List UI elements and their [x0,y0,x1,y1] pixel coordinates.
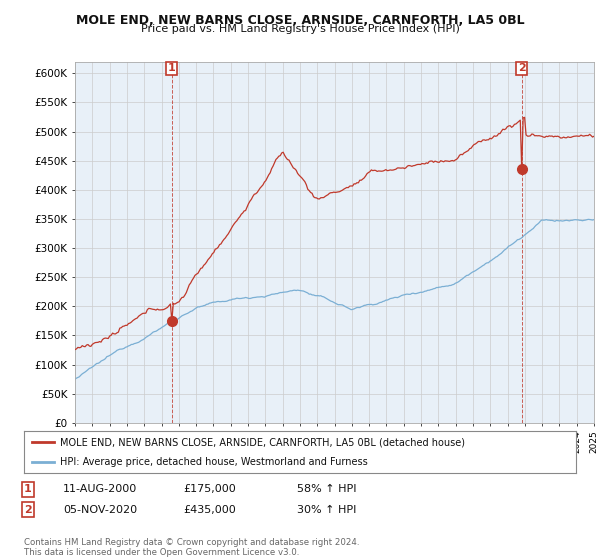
Text: MOLE END, NEW BARNS CLOSE, ARNSIDE, CARNFORTH, LA5 0BL: MOLE END, NEW BARNS CLOSE, ARNSIDE, CARN… [76,14,524,27]
Text: 1: 1 [24,484,32,494]
Text: 1: 1 [168,63,176,73]
Text: 05-NOV-2020: 05-NOV-2020 [63,505,137,515]
Text: MOLE END, NEW BARNS CLOSE, ARNSIDE, CARNFORTH, LA5 0BL (detached house): MOLE END, NEW BARNS CLOSE, ARNSIDE, CARN… [60,437,465,447]
Text: 11-AUG-2000: 11-AUG-2000 [63,484,137,494]
Text: 58% ↑ HPI: 58% ↑ HPI [297,484,356,494]
Text: Contains HM Land Registry data © Crown copyright and database right 2024.
This d: Contains HM Land Registry data © Crown c… [24,538,359,557]
Text: HPI: Average price, detached house, Westmorland and Furness: HPI: Average price, detached house, West… [60,458,368,467]
Text: 2: 2 [24,505,32,515]
Text: £175,000: £175,000 [183,484,236,494]
Text: £435,000: £435,000 [183,505,236,515]
Text: 30% ↑ HPI: 30% ↑ HPI [297,505,356,515]
Text: Price paid vs. HM Land Registry's House Price Index (HPI): Price paid vs. HM Land Registry's House … [140,24,460,34]
Text: 2: 2 [518,63,526,73]
